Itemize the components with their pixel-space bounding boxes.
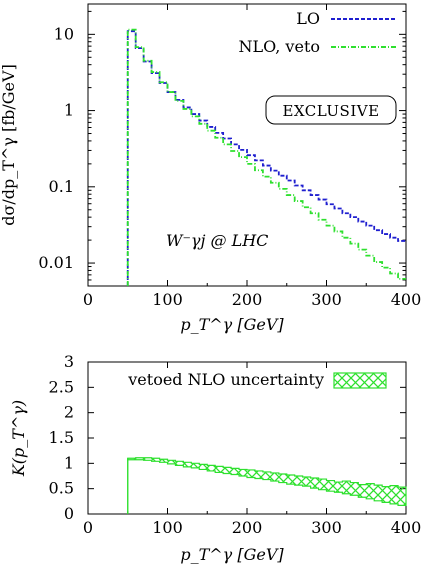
bottom-y-tick-label: 0.5 <box>49 479 74 498</box>
bottom-legend: vetoed NLO uncertainty <box>127 370 387 389</box>
bottom-x-axis-label: p_T^γ [GeV] <box>180 545 284 564</box>
bottom-y-axis-label: K(p_T^γ) <box>9 400 28 477</box>
top-x-tick-label: 400 <box>391 290 422 309</box>
bottom-y-tick-label: 1.5 <box>49 428 74 447</box>
top-y-axis-label: dσ/dp_T^γ [fb/GeV] <box>0 64 18 226</box>
bottom-x-tick-label: 300 <box>311 518 342 537</box>
bottom-x-tick-label: 400 <box>391 518 422 537</box>
top-x-tick-label: 100 <box>152 290 183 309</box>
legend-swatch-uncertainty <box>333 372 387 389</box>
bottom-y-tick-label: 2.5 <box>49 377 74 396</box>
top-x-axis-label: p_T^γ [GeV] <box>180 315 284 334</box>
top-x-tick-label: 200 <box>232 290 263 309</box>
exclusive-box <box>265 95 397 125</box>
bottom-y-tick-label: 1 <box>64 453 74 472</box>
top-y-tick-label: 0.01 <box>38 253 74 272</box>
uncertainty-band <box>127 457 407 506</box>
top-legend: LO NLO, veto <box>238 9 396 56</box>
series-nlo-veto-line <box>126 28 406 286</box>
top-panel: 0 100 200 300 400 0.01 0.1 1 10 LO NLO, veto EXC… <box>0 3 422 334</box>
bottom-x-tick-label: 100 <box>152 518 183 537</box>
bottom-y-tick-label: 3 <box>64 352 74 371</box>
top-x-tick-label: 300 <box>311 290 342 309</box>
top-x-tick-label: 0 <box>83 290 93 309</box>
bottom-y-tick-label: 2 <box>64 403 74 422</box>
exclusive-annotation: EXCLUSIVE <box>265 95 397 125</box>
bottom-y-tick-label: 0 <box>64 504 74 523</box>
legend-label-lo: LO <box>296 9 320 28</box>
legend-label-nlo-veto: NLO, veto <box>238 37 320 56</box>
legend-label-uncertainty: vetoed NLO uncertainty <box>127 370 324 389</box>
exclusive-label: EXCLUSIVE <box>282 102 379 120</box>
bottom-panel: 0 100 200 300 400 0 0.5 1 1.5 2 2.5 3 vetoed NLO un… <box>9 352 421 564</box>
top-y-tick-label: 0.1 <box>49 177 74 196</box>
top-y-tick-label: 10 <box>54 24 74 43</box>
bottom-x-tick-label: 0 <box>83 518 93 537</box>
process-annotation: W⁻γj @ LHC <box>166 231 268 250</box>
top-y-tick-label: 1 <box>64 101 74 120</box>
bottom-x-tick-label: 200 <box>232 518 263 537</box>
